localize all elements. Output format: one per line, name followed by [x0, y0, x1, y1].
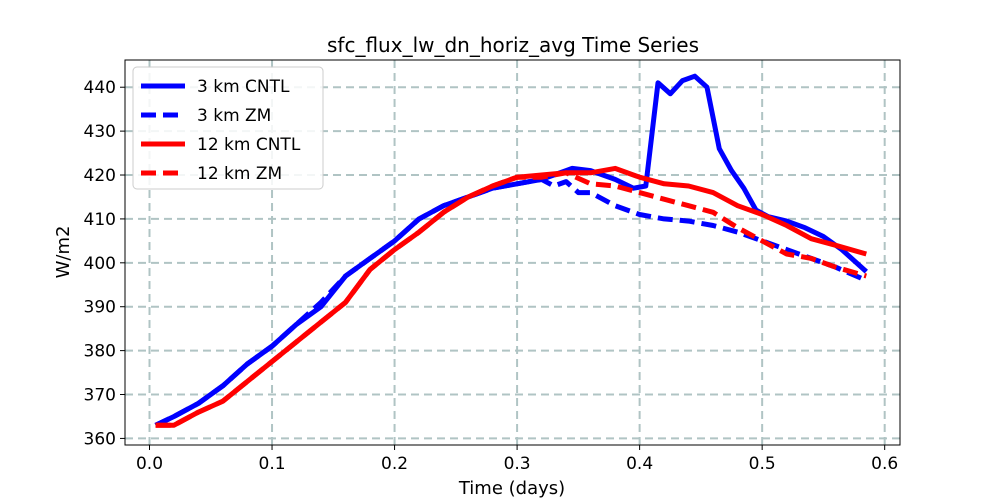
- x-tick-label: 0.2: [381, 454, 408, 474]
- y-axis-label: W/m2: [53, 226, 74, 279]
- x-axis-label: Time (days): [458, 478, 565, 499]
- legend-label-12-km-zm: 12 km ZM: [197, 164, 282, 184]
- x-tick-label: 0.6: [871, 454, 898, 474]
- y-tick-label: 420: [84, 166, 116, 186]
- legend-box: [132, 66, 324, 190]
- y-tick-label: 370: [84, 386, 116, 406]
- y-tick-label: 380: [84, 342, 116, 362]
- legend-label-3-km-zm: 3 km ZM: [197, 106, 271, 126]
- series-group: [154, 73, 868, 428]
- x-tick-label: 0.1: [259, 454, 286, 474]
- plot-frame: [124, 59, 901, 446]
- y-tick-label: 440: [84, 78, 116, 98]
- y-axis: 360 370 380 390 400 410 420 430 440: [84, 78, 125, 449]
- y-tick-label: 430: [84, 122, 116, 142]
- x-tick-label: 0.3: [504, 454, 531, 474]
- series-line-12-km-zm: [155, 170, 867, 428]
- x-tick-label: 0.4: [626, 454, 653, 474]
- legend: 3 km CNTL 3 km ZM 12 km CNTL 12 km ZM: [132, 66, 324, 190]
- y-tick-label: 410: [84, 210, 116, 230]
- x-tick-label: 0.5: [749, 454, 776, 474]
- y-tick-label: 360: [84, 429, 116, 449]
- legend-label-3-km-cntl: 3 km CNTL: [197, 77, 290, 97]
- legend-label-12-km-cntl: 12 km CNTL: [197, 135, 301, 155]
- y-tick-label: 390: [84, 298, 116, 318]
- x-tick-label: 0.0: [136, 454, 163, 474]
- chart-title: sfc_flux_lw_dn_horiz_avg Time Series: [327, 33, 699, 57]
- series-line-3-km-zm: [154, 176, 868, 428]
- series-line-12-km-cntl: [155, 165, 867, 428]
- x-axis: 0.0 0.1 0.2 0.3 0.4 0.5 0.6: [136, 445, 898, 474]
- y-tick-label: 400: [84, 254, 116, 274]
